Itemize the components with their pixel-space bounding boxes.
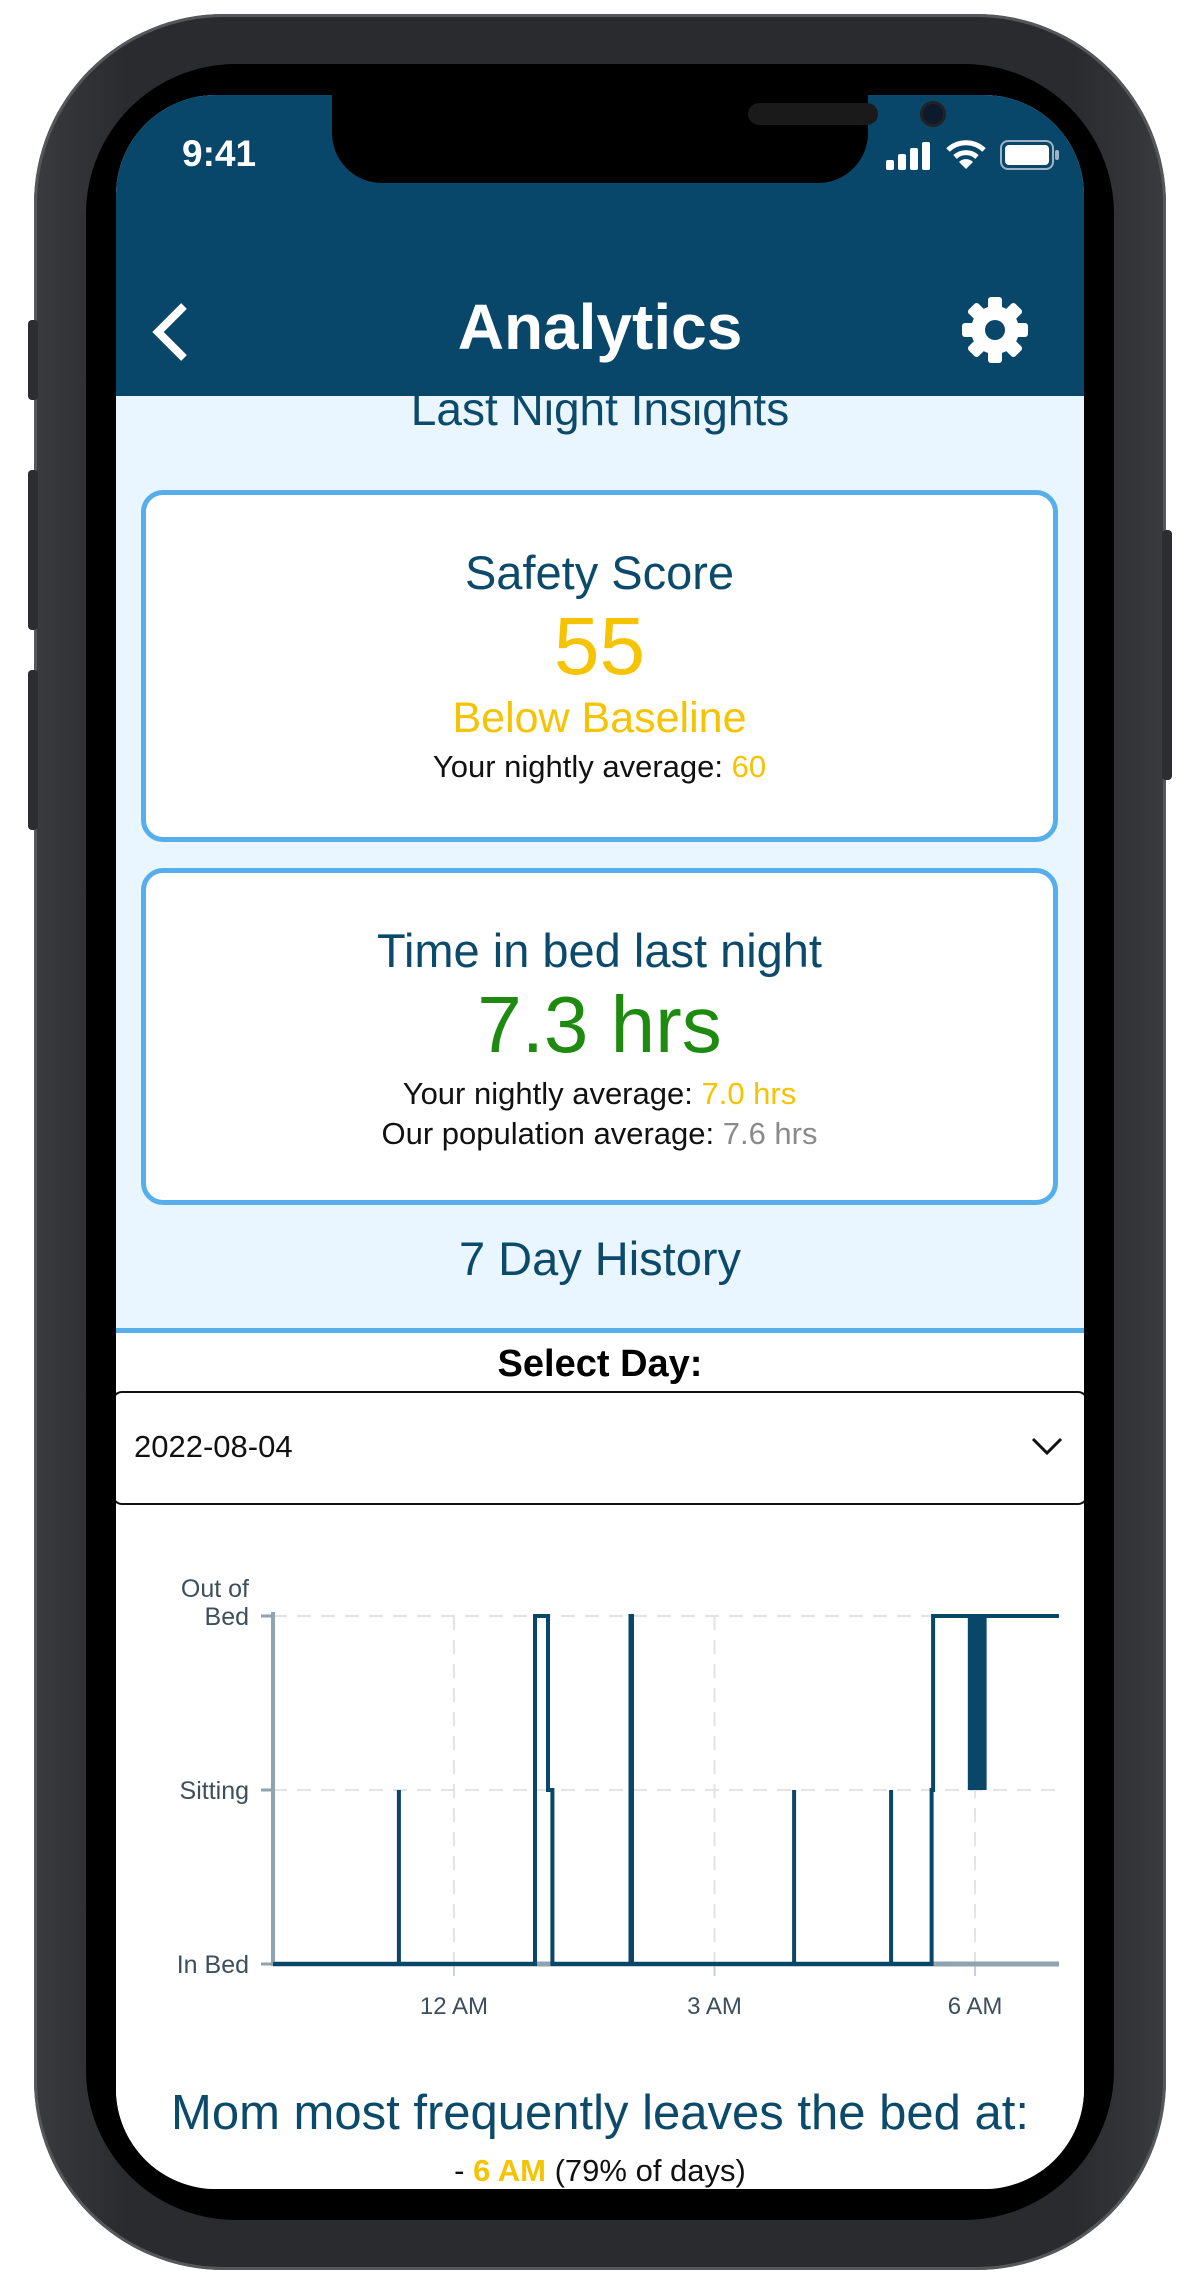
back-button[interactable] (146, 300, 196, 369)
safety-avg-value: 60 (731, 749, 767, 784)
time-avg-value: 7.0 hrs (701, 1076, 797, 1111)
status-icons (886, 140, 1060, 170)
speaker (748, 103, 878, 125)
summary-time: 6 AM (473, 2153, 546, 2188)
oscillation-block (967, 1616, 987, 1790)
safety-score-title: Safety Score (464, 546, 735, 599)
notch (332, 95, 946, 183)
safety-nightly-average: Your nightly average: 60 (146, 749, 1053, 785)
day-select[interactable]: 2022-08-04 (116, 1391, 1084, 1505)
chevron-down-icon (1031, 1437, 1063, 1456)
safety-avg-label: Your nightly average: (432, 749, 732, 784)
select-day-label: Select Day: (497, 1343, 703, 1385)
time-in-bed-title: Time in bed last night (377, 924, 822, 977)
y-tick-label: Out of (181, 1575, 249, 1603)
wifi-icon (946, 140, 986, 169)
time-in-bed-value: 7.3 hrs (477, 980, 722, 1069)
summary-prefix: - (454, 2153, 474, 2188)
summary-title: Mom most frequently leaves the bed at: (171, 2086, 1029, 2140)
history-title: 7 Day History (458, 1232, 742, 1285)
summary-line: - 6 AM (79% of days) (116, 2153, 1084, 2189)
page-title: Analytics (457, 291, 743, 363)
battery-icon (1000, 140, 1059, 170)
y-tick-label: In Bed (177, 1951, 249, 1979)
selected-day: 2022-08-04 (134, 1429, 293, 1464)
y-tick-label: Bed (205, 1603, 249, 1631)
settings-button[interactable] (960, 295, 1030, 370)
summary-suffix: (79% of days) (545, 2153, 746, 2188)
gear-icon (962, 297, 1028, 363)
front-camera (920, 101, 946, 127)
mute-switch (28, 320, 38, 400)
x-tick-label: 3 AM (687, 1993, 742, 2020)
y-tick-label: Sitting (180, 1777, 249, 1805)
pop-avg-label: Our population average: (381, 1116, 723, 1151)
power-button (1162, 530, 1172, 780)
time-nightly-average: Your nightly average: 7.0 hrs (146, 1076, 1053, 1112)
bed-state-line (273, 1614, 1059, 1966)
safety-score-card: Safety Score 55 Below Baseline Your nigh… (141, 490, 1058, 842)
safety-score-value: 55 (553, 601, 646, 692)
time-in-bed-card: Time in bed last night 7.3 hrs Your nigh… (141, 868, 1058, 1205)
signal-icon (886, 142, 930, 170)
status-time: 9:41 (182, 133, 257, 174)
pop-avg-value: 7.6 hrs (722, 1116, 818, 1151)
last-night-insights: Last Night Insights Safety Score 55 Belo… (116, 383, 1084, 1328)
x-tick-label: 6 AM (948, 1993, 1003, 2020)
volume-up-button (28, 470, 38, 630)
seven-day-history: Select Day: 2022-08-04 (116, 1328, 1084, 2189)
chevron-left-icon (152, 303, 187, 361)
population-average: Our population average: 7.6 hrs (146, 1116, 1053, 1152)
volume-down-button (28, 670, 38, 830)
app-header: 9:41 Analytics (116, 95, 1084, 396)
app-screen: Last Night Insights Safety Score 55 Belo… (116, 95, 1084, 2189)
safety-score-status: Below Baseline (452, 694, 747, 742)
x-tick-label: 12 AM (420, 1993, 488, 2020)
time-avg-label: Your nightly average: (402, 1076, 702, 1111)
